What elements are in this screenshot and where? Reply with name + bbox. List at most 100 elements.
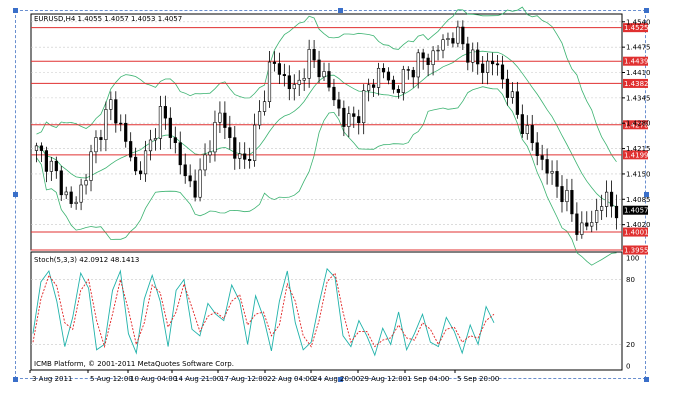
- level-label-box: [623, 150, 648, 160]
- candle-body: [109, 99, 113, 110]
- candle-body: [89, 151, 93, 181]
- candle-body: [158, 106, 163, 139]
- resize-handle-bottom-right[interactable]: [644, 377, 649, 382]
- current-price-box: [623, 205, 648, 215]
- resize-handle-top-right[interactable]: [644, 8, 649, 13]
- candle-body: [466, 43, 470, 63]
- candle-body: [471, 49, 475, 63]
- price-tick-label: 1.4215: [626, 145, 651, 153]
- bollinger-bands: [36, 6, 617, 266]
- resize-handle-mid-right[interactable]: [644, 192, 649, 197]
- level-label: 1.4525: [624, 24, 649, 32]
- candle-body: [267, 61, 272, 102]
- candle-body: [490, 60, 495, 65]
- candle-body: [228, 127, 232, 138]
- candle-body: [253, 124, 257, 161]
- candle-body: [49, 160, 53, 172]
- candle-body: [451, 38, 455, 44]
- candle-body: [69, 191, 73, 204]
- candle-body: [376, 67, 381, 88]
- level-label-box: [623, 56, 648, 66]
- candle-body: [248, 159, 252, 161]
- candle-body: [486, 60, 490, 73]
- stoch-tick-label: 80: [626, 276, 635, 284]
- stoch-signal-line: [32, 272, 495, 349]
- copyright-text: ICMB Platform, © 2001-2011 MetaQuotes So…: [34, 360, 234, 368]
- candle-body: [44, 150, 48, 172]
- resize-handle-top-left[interactable]: [13, 8, 18, 13]
- candle-body: [243, 153, 247, 160]
- candle-body: [545, 159, 549, 174]
- price-tick-label: 1.4085: [626, 196, 651, 204]
- candle-body: [421, 52, 425, 59]
- stoch-title: Stoch(5,3,3) 42.0912 48.1413: [34, 256, 139, 264]
- candle-body: [183, 164, 187, 177]
- candle-body: [386, 71, 391, 81]
- candle-body: [238, 153, 242, 159]
- candle-body: [277, 63, 282, 75]
- candle-body: [441, 39, 445, 51]
- time-tick-label: 29 Aug 12:00: [360, 375, 407, 383]
- candle-body: [481, 63, 485, 73]
- time-tick-label: 14 Aug 21:00: [174, 375, 221, 383]
- candle-body: [148, 139, 153, 152]
- time-tick-label: 5 Sep 20:00: [457, 375, 499, 383]
- candle-body: [436, 49, 440, 52]
- stoch-lines: [32, 267, 495, 357]
- candle-body: [79, 184, 83, 203]
- candle-body: [292, 84, 296, 90]
- candle-body: [510, 91, 515, 98]
- candle-body: [297, 79, 301, 85]
- bollinger-lower: [36, 86, 617, 266]
- candle-body: [64, 191, 68, 196]
- time-tick-label: 17 Aug 12:00: [220, 375, 267, 383]
- candle-body: [570, 190, 574, 215]
- candle-body: [257, 111, 262, 126]
- candle-body: [614, 205, 619, 219]
- candle-body: [416, 52, 420, 78]
- resize-handle-top-mid[interactable]: [338, 8, 343, 13]
- candle-body: [104, 109, 108, 140]
- candle-body: [129, 141, 133, 158]
- candle-body: [34, 145, 39, 151]
- candle-body: [609, 191, 614, 207]
- candle-body: [565, 190, 569, 203]
- candle-body: [153, 138, 158, 141]
- time-tick-label: 3 Aug 2011: [32, 375, 72, 383]
- stoch-tick-label: 20: [626, 341, 635, 349]
- candle-body: [317, 59, 321, 78]
- candle-body: [307, 49, 311, 79]
- candle-body: [59, 170, 63, 196]
- candle-body: [39, 145, 44, 151]
- stoch-tick-label: 0: [626, 363, 630, 371]
- candle-body: [446, 38, 450, 40]
- level-label: 1.4199: [624, 151, 649, 159]
- candle-body: [173, 137, 177, 144]
- candle-body: [525, 125, 529, 134]
- candle-body: [262, 101, 267, 112]
- candle-body: [198, 169, 202, 198]
- level-label: 1.4439: [624, 58, 649, 66]
- candle-body: [575, 213, 579, 235]
- candle-body: [134, 156, 138, 172]
- resize-handle-bottom-mid[interactable]: [338, 377, 343, 382]
- candle-body: [495, 63, 500, 66]
- candle-body: [595, 210, 599, 223]
- candle-body: [381, 67, 386, 73]
- price-tick-label: 1.4280: [626, 120, 651, 128]
- candle-body: [203, 154, 207, 171]
- candle-body: [302, 77, 306, 81]
- candle-body: [94, 137, 98, 153]
- price-axis: 1.45401.44751.44101.43451.42801.42151.41…: [622, 18, 651, 229]
- candle-body: [124, 122, 128, 142]
- resize-handle-bottom-left[interactable]: [13, 377, 18, 382]
- resize-handle-mid-left[interactable]: [13, 192, 18, 197]
- candle-body: [371, 84, 376, 88]
- candle-body: [357, 116, 361, 124]
- candle-body: [114, 99, 118, 124]
- price-tick-label: 1.4475: [626, 44, 651, 52]
- candle-body: [362, 90, 366, 124]
- price-tick-label: 1.4540: [626, 18, 651, 26]
- level-label: 1.4276: [624, 121, 649, 129]
